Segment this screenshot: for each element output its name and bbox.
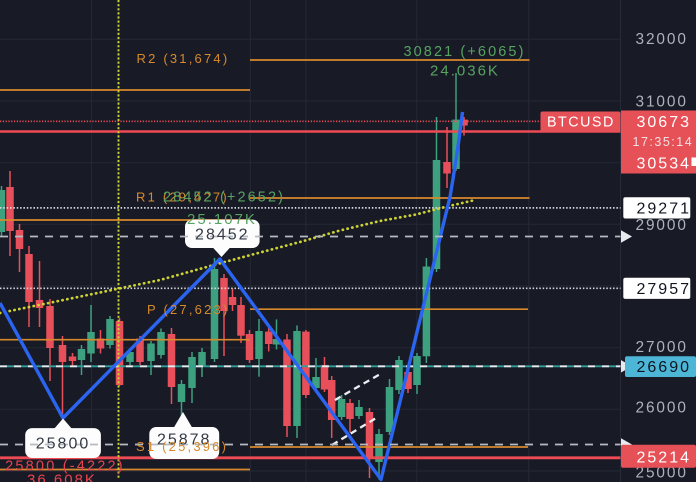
svg-text:BTCUSD: BTCUSD xyxy=(547,115,615,131)
svg-text:25800: 25800 xyxy=(36,436,91,453)
svg-text:26690: 26690 xyxy=(637,359,692,376)
svg-text:25000: 25000 xyxy=(636,464,688,481)
svg-text:24.036K: 24.036K xyxy=(430,63,500,80)
svg-text:30534: 30534 xyxy=(637,156,692,173)
svg-text:36.608K: 36.608K xyxy=(27,471,97,482)
svg-text:30821 (+6065): 30821 (+6065) xyxy=(403,44,525,60)
svg-text:28452: 28452 xyxy=(195,227,250,244)
svg-text:30673: 30673 xyxy=(637,114,692,131)
svg-text:27957: 27957 xyxy=(637,281,692,298)
svg-text:R1 (29,427): R1 (29,427) xyxy=(136,190,229,205)
svg-text:31000: 31000 xyxy=(636,93,688,110)
svg-text:29000: 29000 xyxy=(636,217,688,234)
svg-text:29271: 29271 xyxy=(637,201,692,218)
svg-text:R2 (31,674): R2 (31,674) xyxy=(137,51,230,66)
svg-text:25214: 25214 xyxy=(637,450,692,467)
svg-text:25800 (-4222): 25800 (-4222) xyxy=(5,458,125,474)
svg-text:28452 (+2652): 28452 (+2652) xyxy=(163,189,285,205)
svg-text:P (27,623): P (27,623) xyxy=(147,302,229,317)
svg-text:26000: 26000 xyxy=(636,400,688,417)
svg-text:S1 (25,396): S1 (25,396) xyxy=(136,439,228,454)
svg-text:17:35:14: 17:35:14 xyxy=(633,135,694,149)
svg-text:27000: 27000 xyxy=(636,339,688,356)
svg-text:32000: 32000 xyxy=(636,31,688,48)
svg-text:25.107K: 25.107K xyxy=(187,211,257,228)
svg-text:25878: 25878 xyxy=(157,432,212,449)
